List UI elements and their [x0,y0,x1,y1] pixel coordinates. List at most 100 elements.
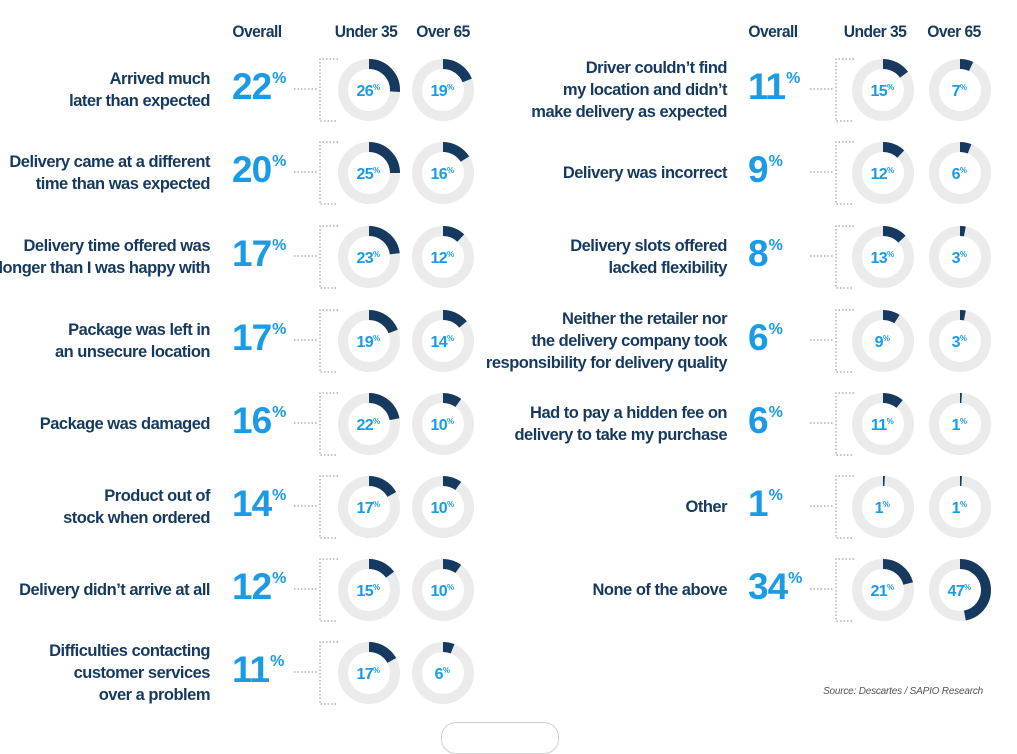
overall-value: 8% [748,233,782,275]
donut-value-label: 6% [952,166,967,183]
donut-under35: 15% [857,64,909,116]
donut-arc [443,398,458,403]
overall-percent-sign: % [769,153,782,170]
donut-arc [960,64,971,66]
overall-value: 17% [232,233,285,275]
overall-value: 9% [748,149,782,191]
donut-under35: 17% [343,647,395,699]
bracket [320,393,338,455]
donut-value-label: 10% [430,417,454,434]
donut-value-label: 17% [356,500,380,517]
overall-value: 17% [232,317,285,359]
category-label-line: Delivery came at a different [9,151,210,173]
donut-under35: 13% [857,231,909,283]
donut-value-label: 12% [430,250,454,267]
category-label-line: Delivery didn’t arrive at all [19,579,210,601]
category-label-line: responsibility for delivery quality [486,352,727,374]
overall-percent-sign: % [272,70,285,87]
overall-number: 8 [748,233,768,274]
overall-value: 34% [748,566,801,608]
bracket [836,59,854,121]
category-label-line: over a problem [99,684,210,706]
category-label-line: stock when ordered [63,507,210,529]
bracket [836,393,854,455]
category-label-line: Delivery was incorrect [563,162,727,184]
bracket [320,59,338,121]
overall-percent-sign: % [272,487,285,504]
overall-percent-sign: % [769,404,782,421]
donut-arc [443,64,467,80]
category-label-line: Had to pay a hidden fee on [530,402,727,424]
overall-number: 11 [748,66,785,107]
category-label: Delivery didn’t arrive at all [19,579,210,601]
category-label-line: Other [685,496,727,518]
donut-value-label: 11% [871,417,894,434]
overall-percent-sign: % [272,153,285,170]
donut-over65: 6% [934,147,986,199]
overall-number: 17 [232,233,271,274]
overall-value: 12% [232,566,285,608]
donut-value-label: 13% [870,250,894,267]
donut-value-label: 17% [356,666,380,683]
overall-value: 16% [232,400,285,442]
overall-number: 1 [748,483,768,524]
donut-value-label: 9% [875,334,890,351]
category-label-line: delivery to take my purchase [514,424,727,446]
category-label-line: make delivery as expected [531,101,727,123]
category-label-line: the delivery company took [531,330,727,352]
donut-arc [443,147,465,159]
donut-under35: 23% [343,231,395,283]
overall-value: 22% [232,66,285,108]
bracket [320,476,338,538]
donut-arc [883,231,902,239]
donut-value-label: 26% [356,83,380,100]
overall-percent-sign: % [769,487,782,504]
overall-percent-sign: % [788,570,801,587]
donut-over65: 7% [934,64,986,116]
donut-value-label: 23% [356,250,380,267]
category-label-line: time than was expected [36,173,210,195]
donut-value-label: 22% [356,417,380,434]
overall-number: 20 [232,149,271,190]
overall-number: 12 [232,566,271,607]
category-label-line: Neither the retailer nor [562,308,727,330]
overall-percent-sign: % [272,404,285,421]
bracket [836,142,854,204]
bracket [836,226,854,288]
bracket [320,559,338,621]
overall-number: 9 [748,149,768,190]
donut-value-label: 15% [870,83,894,100]
donut-arc [369,315,393,331]
category-label-line: Package was damaged [40,413,210,435]
donut-over65: 12% [417,231,469,283]
overall-number: 17 [232,317,271,358]
category-label: Other [685,496,727,518]
donut-value-label: 19% [356,334,380,351]
overall-number: 16 [232,400,271,441]
bracket [836,310,854,372]
donut-over65: 10% [417,398,469,450]
overall-percent-sign: % [769,321,782,338]
donut-under35: 15% [343,564,395,616]
overall-number: 6 [748,400,768,441]
category-label-line: Arrived much [110,68,210,90]
donut-arc [883,64,904,75]
donut-value-label: 21% [870,583,894,600]
overall-value: 1% [748,483,782,525]
overall-number: 22 [232,66,271,107]
chart-canvas: Overall Under 35 Over 65 Overall Under 3… [0,0,1017,732]
donut-arc [443,647,453,649]
donut-value-label: 1% [952,500,967,517]
category-label: None of the above [592,579,727,601]
bracket [836,559,854,621]
overall-value: 6% [748,317,782,359]
category-label: Delivery was incorrect [563,162,727,184]
overall-percent-sign: % [769,237,782,254]
